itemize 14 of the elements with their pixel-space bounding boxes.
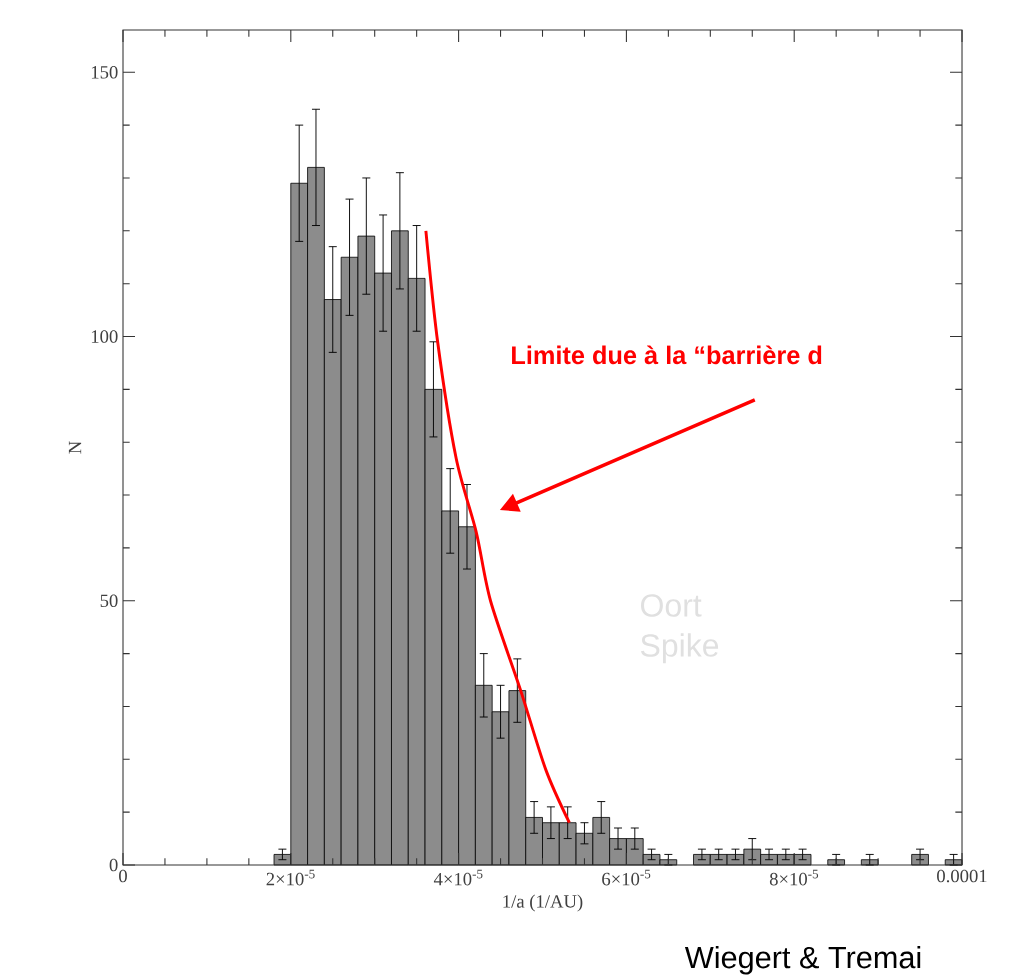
y-tick-label: 50 — [100, 594, 118, 608]
x-tick-label: 4×10$^{-5}$ — [433, 869, 483, 886]
x-tick-label: 2×10$^{-5}$ — [266, 869, 315, 886]
x-axis-title: 1/a (1/AU) — [503, 894, 583, 912]
x-tick-label: 6×10$^{-5}$ — [602, 869, 651, 886]
text: Wiegert & Tremai — [684, 945, 921, 975]
y-tick-label: 150 — [91, 66, 118, 79]
x-tick-label: 0.0001 — [937, 869, 987, 883]
annotation: Limite due à la “barrière d — [512, 345, 822, 365]
y-axis-title: N — [68, 441, 82, 454]
x-tick-label: 0 — [119, 869, 127, 883]
x-tick-label: 8×10$^{-5}$ — [769, 869, 819, 886]
y-tick-label: 100 — [91, 330, 118, 343]
y-tick-label: 0 — [109, 858, 118, 872]
